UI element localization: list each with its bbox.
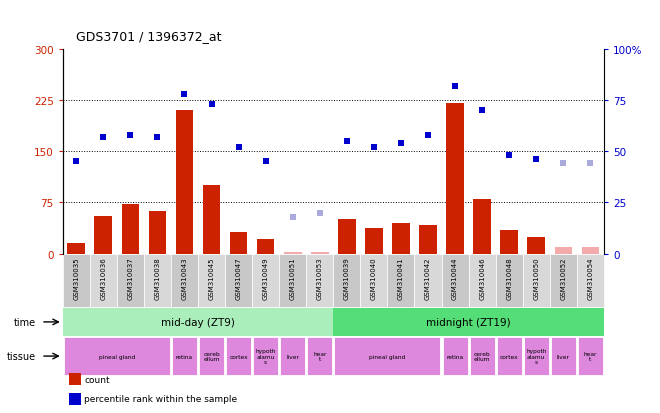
Bar xyxy=(253,337,278,375)
Bar xyxy=(338,220,356,254)
Text: pineal gland: pineal gland xyxy=(370,354,405,359)
Text: midnight (ZT19): midnight (ZT19) xyxy=(426,317,511,327)
Text: hear
t: hear t xyxy=(313,351,327,361)
Bar xyxy=(280,337,305,375)
Text: GSM310036: GSM310036 xyxy=(100,256,106,299)
Text: tissue: tissue xyxy=(7,351,36,361)
Text: hear
t: hear t xyxy=(583,351,597,361)
Bar xyxy=(148,212,166,254)
Bar xyxy=(527,237,545,254)
Text: GSM310035: GSM310035 xyxy=(73,256,79,299)
Bar xyxy=(311,252,329,254)
Bar xyxy=(257,239,275,254)
Bar xyxy=(524,337,548,375)
Text: GSM310037: GSM310037 xyxy=(127,256,133,299)
Bar xyxy=(414,254,442,308)
Text: GSM310040: GSM310040 xyxy=(371,256,377,299)
Text: cortex: cortex xyxy=(229,354,248,359)
Bar xyxy=(578,337,603,375)
Text: count: count xyxy=(84,375,110,384)
Bar xyxy=(387,254,414,308)
Text: hypoth
alamu
s: hypoth alamu s xyxy=(255,348,276,364)
Bar xyxy=(497,337,521,375)
Bar xyxy=(419,225,437,254)
Text: GSM310043: GSM310043 xyxy=(182,256,187,299)
Bar xyxy=(473,199,491,254)
Bar xyxy=(523,254,550,308)
Bar xyxy=(500,230,518,254)
Text: GSM310044: GSM310044 xyxy=(452,256,458,299)
Text: GSM310039: GSM310039 xyxy=(344,256,350,299)
Text: GSM310038: GSM310038 xyxy=(154,256,160,299)
Text: GSM310051: GSM310051 xyxy=(290,256,296,299)
Bar xyxy=(360,254,387,308)
Bar xyxy=(172,337,197,375)
Bar xyxy=(577,254,604,308)
Bar xyxy=(144,254,171,308)
Bar xyxy=(121,205,139,254)
Bar xyxy=(442,254,469,308)
Bar xyxy=(67,244,85,254)
Text: GDS3701 / 1396372_at: GDS3701 / 1396372_at xyxy=(76,31,221,43)
Bar xyxy=(333,308,604,336)
Bar xyxy=(63,254,90,308)
Bar xyxy=(554,247,572,254)
Bar xyxy=(308,337,332,375)
Bar xyxy=(117,254,144,308)
Text: percentile rank within the sample: percentile rank within the sample xyxy=(84,394,238,404)
Bar xyxy=(446,104,464,254)
Bar xyxy=(279,254,306,308)
Text: GSM310042: GSM310042 xyxy=(425,256,431,299)
Text: GSM310045: GSM310045 xyxy=(209,256,214,299)
Bar xyxy=(171,254,198,308)
Text: GSM310047: GSM310047 xyxy=(236,256,242,299)
Bar xyxy=(496,254,523,308)
Bar xyxy=(335,337,440,375)
Bar xyxy=(284,252,302,254)
Bar xyxy=(333,254,360,308)
Bar xyxy=(199,337,224,375)
Bar xyxy=(392,223,410,254)
Text: retina: retina xyxy=(447,354,463,359)
Bar xyxy=(470,337,494,375)
Text: GSM310054: GSM310054 xyxy=(587,256,593,299)
Bar xyxy=(94,216,112,254)
Text: cortex: cortex xyxy=(500,354,519,359)
Bar xyxy=(90,254,117,308)
Bar xyxy=(550,254,577,308)
Bar xyxy=(203,186,220,254)
Text: GSM310048: GSM310048 xyxy=(506,256,512,299)
Bar xyxy=(443,337,467,375)
Text: retina: retina xyxy=(176,354,193,359)
Bar xyxy=(198,254,225,308)
Bar xyxy=(225,254,252,308)
Text: hypoth
alamu
s: hypoth alamu s xyxy=(526,348,546,364)
Bar xyxy=(469,254,496,308)
Text: liver: liver xyxy=(557,354,570,359)
Text: GSM310046: GSM310046 xyxy=(479,256,485,299)
Bar xyxy=(63,308,333,336)
Text: GSM310041: GSM310041 xyxy=(398,256,404,299)
Text: pineal gland: pineal gland xyxy=(99,354,135,359)
Text: GSM310053: GSM310053 xyxy=(317,256,323,299)
Bar xyxy=(64,337,170,375)
Text: GSM310049: GSM310049 xyxy=(263,256,269,299)
Bar xyxy=(581,247,599,254)
Text: GSM310050: GSM310050 xyxy=(533,256,539,299)
Text: liver: liver xyxy=(286,354,299,359)
Text: cereb
ellum: cereb ellum xyxy=(203,351,220,361)
Text: cereb
ellum: cereb ellum xyxy=(474,351,490,361)
Bar xyxy=(176,111,193,254)
Text: time: time xyxy=(13,317,36,327)
Bar xyxy=(306,254,333,308)
Bar xyxy=(252,254,279,308)
Bar xyxy=(230,232,248,254)
Bar xyxy=(365,228,383,254)
Bar xyxy=(551,337,576,375)
Text: GSM310052: GSM310052 xyxy=(560,256,566,299)
Bar xyxy=(226,337,251,375)
Text: mid-day (ZT9): mid-day (ZT9) xyxy=(161,317,235,327)
